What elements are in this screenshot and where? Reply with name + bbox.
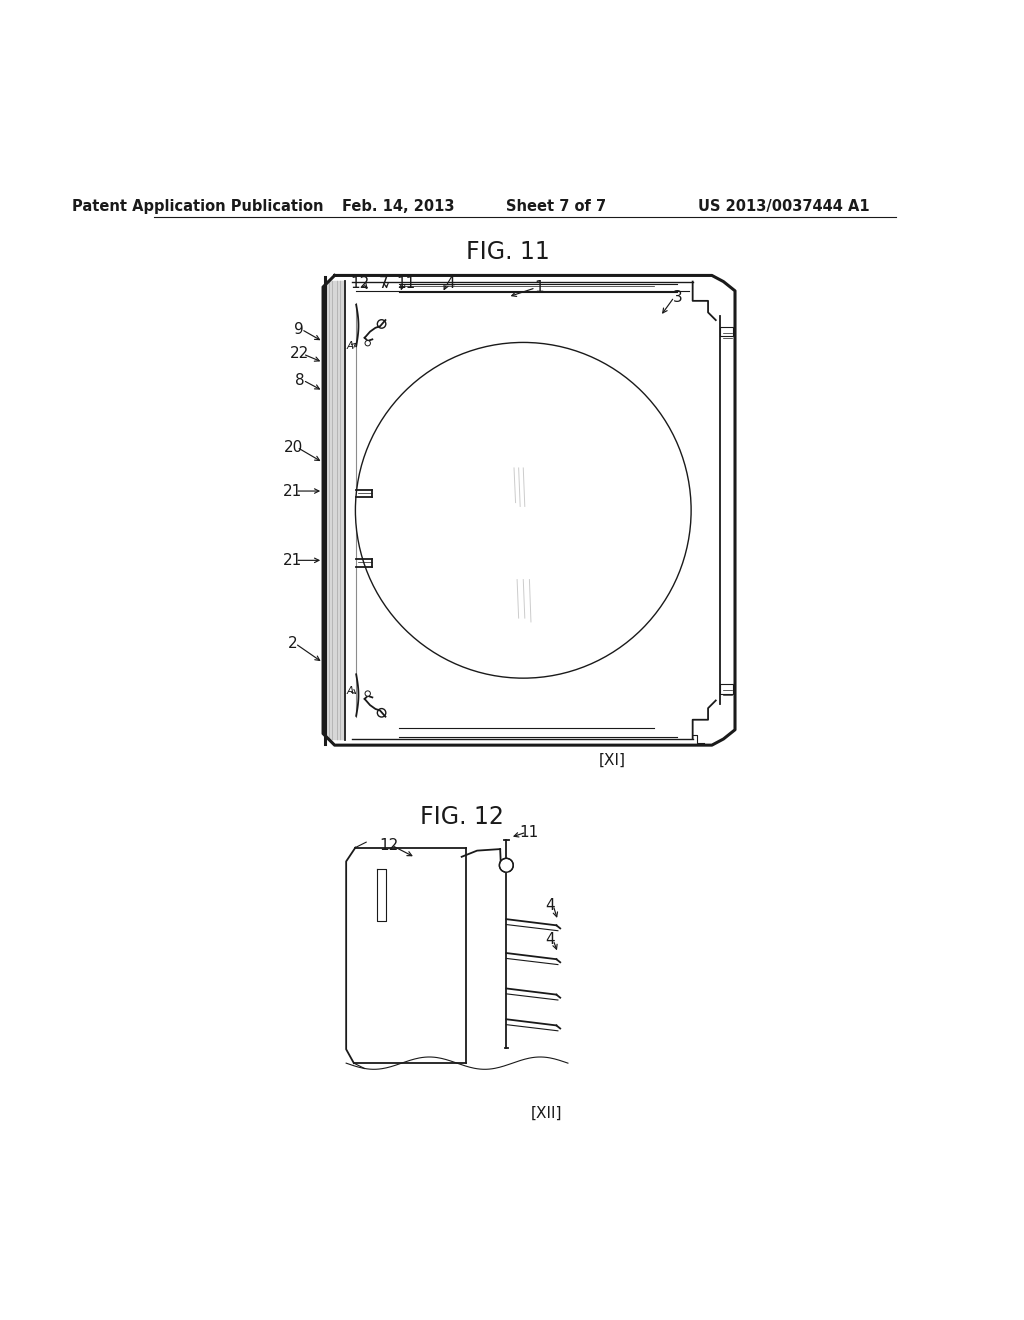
Text: 9: 9 (294, 322, 303, 337)
Text: US 2013/0037444 A1: US 2013/0037444 A1 (697, 198, 869, 214)
Text: 21: 21 (283, 483, 302, 499)
Text: Sheet 7 of 7: Sheet 7 of 7 (506, 198, 606, 214)
Text: 1: 1 (534, 280, 544, 296)
Text: 22: 22 (291, 346, 309, 362)
Text: Feb. 14, 2013: Feb. 14, 2013 (342, 198, 455, 214)
Circle shape (378, 319, 386, 329)
Text: 12: 12 (350, 276, 370, 290)
Bar (720, 684, 733, 693)
Text: Patent Application Publication: Patent Application Publication (72, 198, 324, 214)
Circle shape (365, 690, 371, 696)
Circle shape (365, 341, 371, 346)
Text: 4: 4 (546, 932, 555, 948)
Text: 7: 7 (378, 276, 388, 290)
Text: FIG. 11: FIG. 11 (466, 240, 550, 264)
Circle shape (500, 858, 513, 873)
Circle shape (378, 709, 386, 717)
Text: 20: 20 (285, 440, 303, 454)
Text: 11: 11 (396, 276, 416, 290)
Text: 2: 2 (288, 636, 297, 651)
Text: [XII]: [XII] (530, 1106, 562, 1121)
Text: 11: 11 (520, 825, 539, 840)
Text: FIG. 12: FIG. 12 (420, 805, 504, 829)
Text: 21: 21 (283, 553, 302, 568)
Text: 3: 3 (673, 289, 682, 305)
Text: 4: 4 (546, 898, 555, 913)
Text: A: A (346, 341, 353, 351)
Text: A: A (346, 686, 353, 696)
Text: 4: 4 (445, 276, 455, 290)
Text: 8: 8 (295, 372, 305, 388)
Text: [XI]: [XI] (598, 752, 626, 768)
Text: 12: 12 (379, 838, 398, 853)
Circle shape (355, 342, 691, 678)
Bar (720, 327, 733, 337)
